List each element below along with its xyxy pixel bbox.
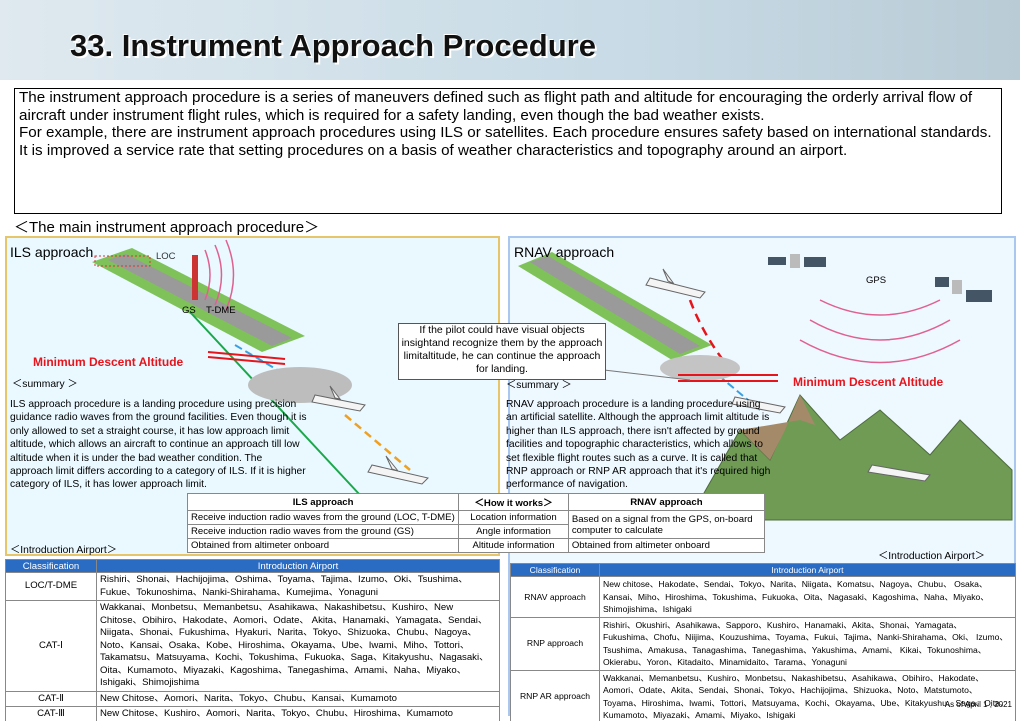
glide-path — [189, 311, 361, 496]
cell: Obtained from altimeter onboard — [186, 538, 460, 553]
header-cell: ILS approach — [186, 493, 460, 511]
loc-antenna — [94, 255, 151, 267]
row: CAT-Ⅲ New Chitose、Kushiro、Aomori、Narita、T… — [5, 706, 500, 721]
ils-summary: ILS approach procedure is a landing proc… — [10, 399, 307, 491]
mda-line — [207, 351, 286, 360]
aircraft — [645, 268, 931, 482]
cell: Based on a signal from the GPS, on-board… — [567, 510, 766, 539]
airport-list: New Chitose、Kushiro、Aomori、Narita、Tokyo、… — [96, 706, 500, 721]
approach-path — [344, 414, 411, 471]
radio-waves — [204, 239, 235, 311]
row: Obtained from altimeter onboard Altitude … — [186, 538, 766, 553]
airport-heading: ＜Introduction Airport＞ — [10, 545, 118, 556]
banner — [0, 0, 1020, 80]
header-row: Classification Introduction Airport — [510, 563, 1016, 577]
classification: RNAV approach — [510, 576, 600, 618]
summary-heading: ＜summary ＞ — [12, 379, 78, 390]
header-cell: Introduction Airport — [599, 563, 1016, 577]
header-cell: ＜How it works＞ — [458, 493, 569, 511]
airport-list: Wakkanai、Memanbetsu、Kushiro、Monbetsu、Nak… — [599, 669, 1016, 721]
airport-table: Classification Introduction Airport RNAV a… — [510, 563, 1016, 721]
row: CAT-Ⅰ Wakkanai、Monbetsu、Memanbetsu、Asahik… — [5, 600, 500, 692]
mda-label: Minimum Descent Altitude — [793, 375, 944, 389]
header-cell: Classification — [5, 559, 97, 573]
mda-label: Minimum Descent Altitude — [33, 355, 184, 369]
header-row: ILS approach ＜How it works＞ RNAV approach — [186, 493, 766, 511]
callout: If the pilot could have visual objects i… — [398, 323, 606, 380]
row: RNP AR approach Wakkanai、Memanbetsu、Kushi… — [510, 669, 1016, 721]
row: RNP approach Rishiri、Okushiri、Asahikawa、S… — [510, 616, 1016, 671]
cell: Receive induction radio waves from the g… — [186, 510, 460, 525]
aircraft — [311, 385, 429, 485]
classification: CAT-Ⅰ — [5, 600, 97, 692]
classification: LOC/T-DME — [5, 572, 97, 601]
cloud — [248, 367, 352, 403]
loc-label: LOC — [156, 251, 176, 262]
cell: Obtained from altimeter onboard — [567, 538, 766, 553]
mda-line — [207, 356, 286, 365]
mountain-rock — [740, 395, 815, 460]
satellite — [768, 254, 992, 302]
airport-table: Classification Introduction Airport LOC/T-… — [5, 559, 500, 721]
ils-title: ILS approach — [10, 244, 94, 260]
classification: CAT-Ⅱ — [5, 690, 97, 707]
rnav-summary: RNAV approach procedure is a landing pro… — [506, 399, 771, 491]
rnav-title: RNAV approach — [514, 244, 615, 260]
comparison-table: ILS approach ＜How it works＞ RNAV approach R… — [186, 493, 766, 553]
header-row: Classification Introduction Airport — [5, 559, 500, 573]
row: RNAV approach New chitose、Hakodate、Sendai… — [510, 576, 1016, 618]
header-cell: Introduction Airport — [96, 559, 500, 573]
radio-waves — [799, 299, 961, 364]
cell: Receive induction radio waves from the g… — [186, 524, 460, 539]
intro-paragraph: The instrument approach procedure is a s… — [19, 89, 973, 124]
note: As of April 1 , 2021 — [944, 700, 1012, 709]
runway — [530, 256, 700, 354]
airport-list: Rishiri、Shonai、Hachijojima、Oshima、Toyama… — [96, 572, 500, 601]
airport-heading: ＜Introduction Airport＞ — [878, 551, 986, 562]
row: CAT-Ⅱ New Chitose、Aomori、Narita、Tokyo、Chu… — [5, 690, 500, 707]
cell: Altitude information — [458, 538, 569, 553]
header-cell: RNAV approach — [567, 493, 766, 511]
cell: Location information — [458, 510, 569, 525]
title: 33. Instrument Approach Procedure — [70, 28, 596, 63]
gps-label: GPS — [866, 275, 887, 286]
intro-paragraph: For example, there are instrument approa… — [19, 124, 992, 159]
airport-list: New Chitose、Aomori、Narita、Tokyo、Chubu、Ka… — [96, 690, 500, 707]
intro-box: The instrument approach procedure is a s… — [14, 88, 1002, 214]
runway — [108, 254, 292, 346]
tdme-label: T-DME — [206, 305, 236, 316]
row: LOC/T-DME Rishiri、Shonai、Hachijojima、Oshi… — [5, 572, 500, 601]
row: Receive induction radio waves from the g… — [186, 510, 766, 539]
classification: RNP approach — [510, 616, 600, 671]
classification: RNP AR approach — [510, 669, 600, 721]
callout-pointer — [603, 369, 691, 381]
airport-list: New chitose、Hakodate、Sendai、Tokyo、Narita… — [599, 576, 1016, 618]
airport-list: Rishiri、Okushiri、Asahikawa、Sapporo、Kushi… — [599, 616, 1016, 671]
cloud — [660, 355, 740, 381]
header-cell: Classification — [510, 563, 600, 577]
classification: CAT-Ⅲ — [5, 706, 97, 721]
gs-label: GS — [182, 305, 196, 316]
loc-tower — [192, 255, 198, 300]
section-heading: ＜The main instrument approach procedure＞ — [14, 219, 320, 236]
airport-list: Wakkanai、Monbetsu、Memanbetsu、Asahikawa、N… — [96, 600, 500, 692]
cell: Angle information — [458, 524, 569, 539]
summary-heading: ＜summary ＞ — [506, 380, 572, 391]
